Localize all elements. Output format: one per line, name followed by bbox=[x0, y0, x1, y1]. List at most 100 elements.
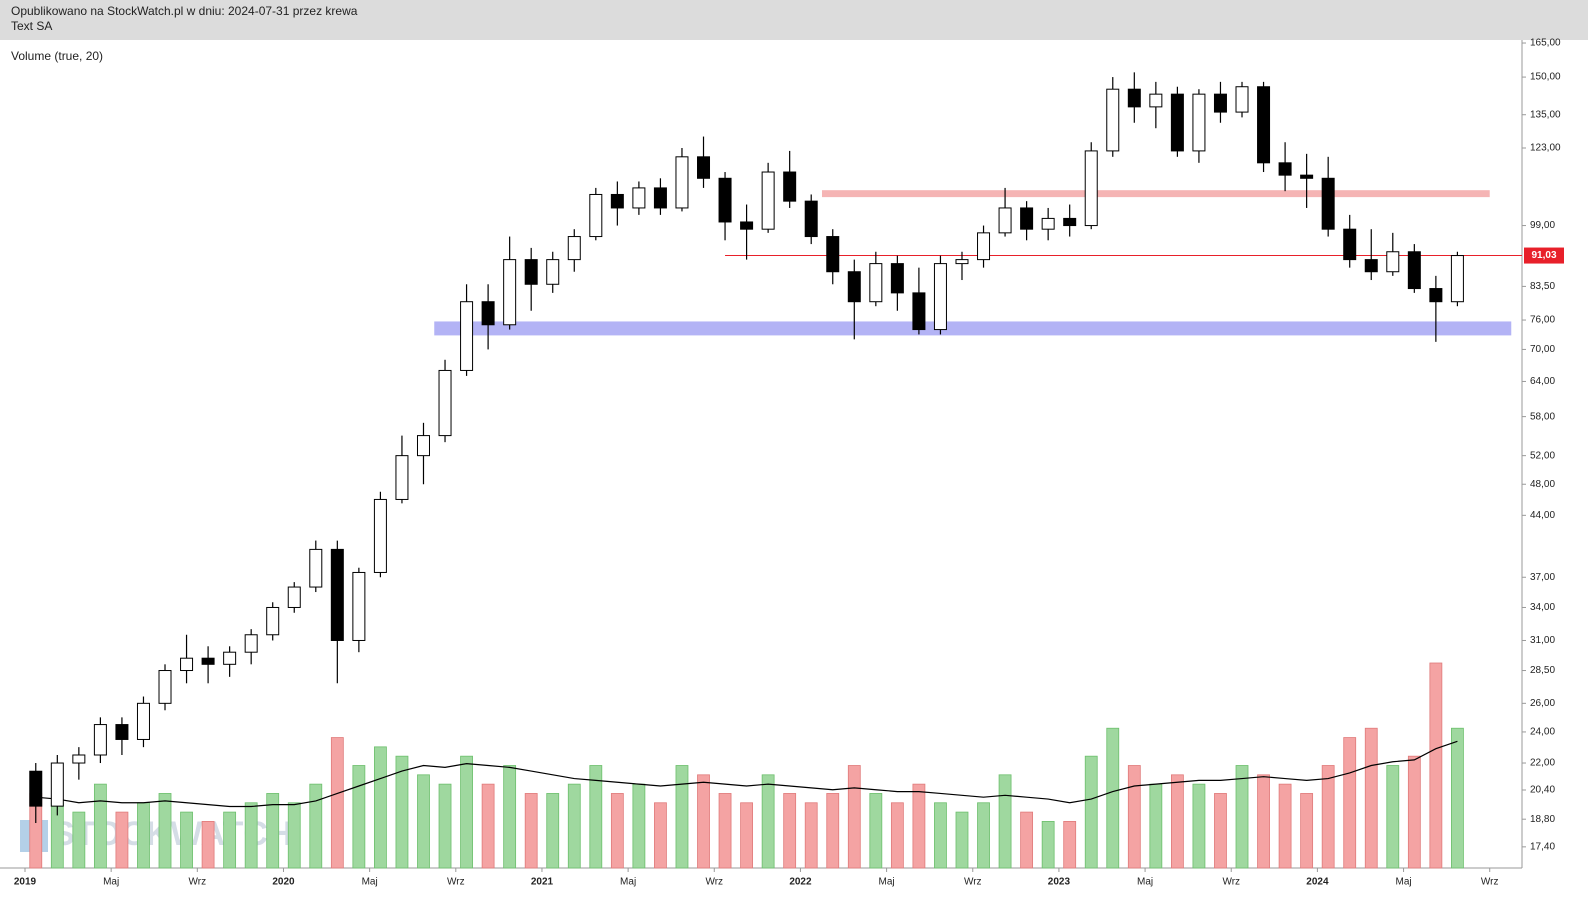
volume-bar bbox=[546, 793, 560, 869]
y-tick-label: 83,50 bbox=[1530, 281, 1555, 292]
candle-body bbox=[503, 259, 517, 326]
x-tick-label: 2019 bbox=[14, 877, 37, 888]
volume-bar bbox=[1343, 737, 1357, 869]
candle-body bbox=[309, 548, 323, 588]
y-tick-label: 52,00 bbox=[1530, 450, 1555, 461]
volume-bar bbox=[1041, 821, 1055, 869]
x-tick-label: Maj bbox=[879, 877, 895, 888]
zone bbox=[821, 190, 1490, 198]
candle-body bbox=[395, 455, 409, 500]
volume-bar bbox=[740, 802, 753, 869]
x-tick-label: Wrz bbox=[1481, 877, 1499, 888]
candle-body bbox=[1127, 88, 1141, 108]
candle-body bbox=[416, 435, 430, 457]
volume-bar bbox=[244, 802, 258, 869]
volume-bar bbox=[417, 774, 430, 869]
volume-bar bbox=[675, 765, 689, 869]
volume-bar bbox=[697, 774, 710, 869]
candle-body bbox=[1192, 93, 1206, 152]
volume-bar bbox=[890, 802, 904, 869]
candle-body bbox=[1343, 228, 1357, 261]
candle-body bbox=[330, 548, 344, 641]
candle-body bbox=[1386, 251, 1400, 273]
y-tick-label: 28,50 bbox=[1530, 665, 1555, 676]
candle-body bbox=[890, 263, 904, 294]
y-tick-label: 58,00 bbox=[1530, 411, 1555, 422]
candle-body bbox=[1235, 86, 1249, 113]
y-tick-label: 44,00 bbox=[1530, 510, 1555, 521]
y-tick-label: 18,80 bbox=[1530, 814, 1555, 825]
indicator-label: Volume (true, 20) bbox=[11, 49, 103, 63]
volume-bar bbox=[503, 765, 517, 869]
header-bar bbox=[0, 0, 1588, 40]
y-tick-label: 20,40 bbox=[1530, 785, 1555, 796]
candle-body bbox=[1450, 255, 1464, 303]
volume-bar bbox=[847, 765, 861, 869]
candle-body bbox=[1020, 207, 1034, 230]
x-tick-label: Maj bbox=[362, 877, 378, 888]
x-tick-label: Wrz bbox=[964, 877, 982, 888]
y-tick-label: 17,40 bbox=[1530, 841, 1555, 852]
volume-bar bbox=[266, 793, 280, 869]
candle-body bbox=[783, 171, 797, 202]
volume-bar bbox=[1127, 765, 1141, 869]
volume-bar bbox=[374, 746, 387, 869]
y-tick-label: 48,00 bbox=[1530, 479, 1555, 490]
y-tick-label: 37,00 bbox=[1530, 572, 1555, 583]
volume-bar bbox=[1300, 793, 1314, 869]
volume-bar bbox=[93, 783, 107, 869]
candle-body bbox=[29, 770, 43, 807]
volume-bar bbox=[610, 793, 624, 869]
price-label: 91,03 bbox=[1531, 250, 1556, 261]
candle-body bbox=[352, 571, 366, 641]
candle-body bbox=[373, 498, 387, 573]
candle-body bbox=[180, 657, 194, 672]
y-tick-label: 70,00 bbox=[1530, 344, 1555, 355]
zone bbox=[434, 321, 1512, 336]
candle-body bbox=[1300, 174, 1314, 179]
x-tick-label: 2022 bbox=[789, 877, 812, 888]
y-tick-label: 31,00 bbox=[1530, 635, 1555, 646]
candle-body bbox=[50, 762, 64, 807]
volume-bar bbox=[998, 774, 1012, 869]
volume-bar bbox=[1278, 783, 1292, 869]
volume-bar bbox=[632, 783, 646, 869]
volume-bar bbox=[330, 737, 344, 869]
candle-body bbox=[740, 221, 754, 230]
volume-bar bbox=[1235, 765, 1249, 869]
volume-bar bbox=[955, 811, 969, 869]
candle-body bbox=[266, 606, 280, 636]
candle-body bbox=[632, 187, 646, 209]
y-tick-label: 99,00 bbox=[1530, 220, 1555, 231]
volume-bar bbox=[158, 793, 172, 869]
volume-bar bbox=[718, 793, 732, 869]
volume-bar bbox=[912, 783, 926, 869]
y-tick-label: 165,00 bbox=[1530, 38, 1561, 49]
y-tick-label: 76,00 bbox=[1530, 315, 1555, 326]
candle-body bbox=[697, 156, 711, 179]
volume-bar bbox=[934, 802, 947, 869]
candle-body bbox=[933, 263, 947, 331]
volume-bar bbox=[761, 774, 775, 869]
volume-ma-line bbox=[35, 740, 1458, 808]
volume-bar bbox=[72, 811, 86, 869]
candle-body bbox=[481, 301, 495, 326]
candle-body bbox=[136, 702, 150, 740]
volume-bar bbox=[1192, 783, 1206, 869]
candle-body bbox=[1106, 88, 1120, 152]
x-tick-label: 2020 bbox=[272, 877, 295, 888]
volume-bar bbox=[137, 802, 150, 869]
candle-body bbox=[1407, 251, 1421, 290]
volume-bar bbox=[1149, 783, 1163, 869]
candle-body bbox=[1041, 217, 1055, 230]
volume-bar bbox=[1257, 774, 1270, 869]
candle-body bbox=[567, 236, 581, 261]
volume-bar bbox=[869, 793, 883, 869]
candle-body bbox=[826, 236, 840, 273]
candle-body bbox=[977, 232, 991, 261]
candle-body bbox=[287, 586, 301, 608]
volume-bar bbox=[438, 783, 452, 869]
volume-bar bbox=[460, 755, 473, 869]
y-tick-label: 26,00 bbox=[1530, 698, 1555, 709]
x-tick-label: Wrz bbox=[705, 877, 723, 888]
